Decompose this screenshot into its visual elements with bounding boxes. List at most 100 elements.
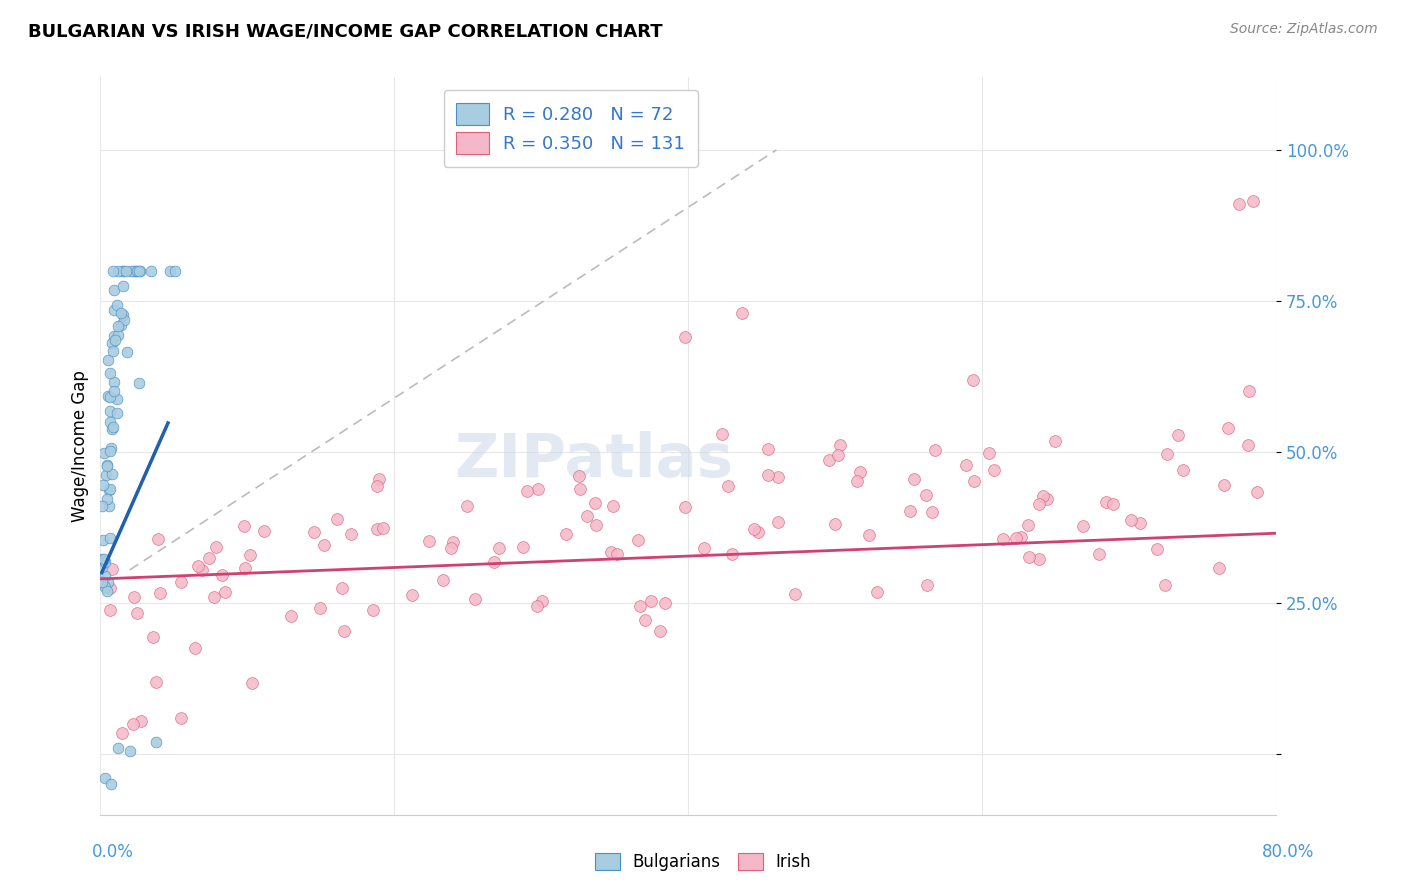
Point bbox=[101, 422, 124, 436]
Point bbox=[744, 523, 766, 537]
Point bbox=[817, 452, 839, 467]
Point bbox=[575, 508, 598, 523]
Point bbox=[955, 458, 977, 472]
Point bbox=[845, 474, 868, 488]
Point bbox=[828, 437, 851, 451]
Point bbox=[107, 319, 129, 334]
Point bbox=[554, 527, 576, 541]
Text: Source: ZipAtlas.com: Source: ZipAtlas.com bbox=[1230, 22, 1378, 37]
Point bbox=[145, 674, 167, 689]
Point bbox=[98, 416, 121, 430]
Point bbox=[527, 482, 550, 496]
Point bbox=[111, 726, 134, 740]
Point bbox=[94, 772, 117, 786]
Point bbox=[634, 613, 657, 627]
Point bbox=[122, 590, 145, 604]
Text: 0.0%: 0.0% bbox=[91, 843, 134, 861]
Point bbox=[240, 675, 263, 690]
Point bbox=[302, 525, 325, 540]
Point bbox=[720, 547, 742, 561]
Point bbox=[464, 591, 486, 606]
Point bbox=[1071, 519, 1094, 533]
Point bbox=[1129, 516, 1152, 530]
Point bbox=[361, 603, 384, 617]
Point bbox=[101, 343, 124, 358]
Point bbox=[654, 596, 676, 610]
Point bbox=[96, 491, 118, 506]
Point bbox=[747, 525, 769, 540]
Point bbox=[568, 482, 591, 496]
Point bbox=[101, 264, 124, 278]
Point bbox=[858, 528, 880, 542]
Point bbox=[125, 264, 148, 278]
Point bbox=[1216, 421, 1239, 435]
Point bbox=[103, 283, 125, 297]
Point bbox=[1101, 497, 1123, 511]
Point bbox=[121, 716, 143, 731]
Point bbox=[202, 590, 225, 604]
Point bbox=[456, 499, 478, 513]
Point bbox=[921, 505, 943, 519]
Point bbox=[640, 594, 662, 608]
Point bbox=[766, 469, 789, 483]
Point bbox=[100, 366, 122, 380]
Point bbox=[110, 306, 132, 320]
Point bbox=[233, 561, 256, 575]
Point bbox=[1212, 478, 1234, 492]
Point bbox=[766, 516, 789, 530]
Legend: Bulgarians, Irish: Bulgarians, Irish bbox=[586, 845, 820, 880]
Point bbox=[190, 563, 212, 577]
Point bbox=[100, 442, 122, 456]
Point bbox=[103, 329, 125, 343]
Point bbox=[1032, 489, 1054, 503]
Y-axis label: Wage/Income Gap: Wage/Income Gap bbox=[72, 370, 89, 522]
Point bbox=[983, 462, 1005, 476]
Point bbox=[1208, 561, 1230, 575]
Point bbox=[693, 541, 716, 556]
Point bbox=[91, 499, 114, 513]
Point bbox=[731, 306, 754, 320]
Point bbox=[233, 519, 256, 533]
Point bbox=[482, 555, 505, 569]
Point bbox=[98, 390, 121, 404]
Point bbox=[107, 741, 129, 756]
Point bbox=[122, 264, 145, 278]
Point bbox=[710, 427, 733, 442]
Point bbox=[211, 568, 233, 582]
Point bbox=[96, 459, 118, 474]
Point bbox=[97, 389, 120, 403]
Point bbox=[585, 518, 607, 533]
Point bbox=[110, 318, 132, 332]
Point bbox=[98, 602, 121, 616]
Point bbox=[599, 545, 621, 559]
Point bbox=[924, 443, 946, 458]
Point bbox=[115, 345, 138, 359]
Point bbox=[96, 458, 118, 472]
Point bbox=[979, 446, 1001, 460]
Point bbox=[531, 594, 554, 608]
Point bbox=[94, 555, 117, 569]
Point bbox=[107, 327, 129, 342]
Point bbox=[146, 533, 169, 547]
Point bbox=[1028, 552, 1050, 566]
Point bbox=[827, 448, 849, 462]
Point bbox=[368, 472, 391, 486]
Point bbox=[432, 573, 454, 587]
Point bbox=[756, 442, 779, 456]
Point bbox=[1018, 549, 1040, 564]
Point bbox=[94, 569, 117, 583]
Point bbox=[98, 482, 121, 496]
Point bbox=[98, 444, 121, 458]
Point bbox=[993, 533, 1015, 547]
Point bbox=[112, 264, 135, 278]
Point bbox=[145, 735, 167, 749]
Point bbox=[93, 552, 115, 566]
Point bbox=[98, 404, 121, 418]
Point bbox=[112, 278, 135, 293]
Point bbox=[103, 375, 125, 389]
Point bbox=[1171, 462, 1194, 476]
Point bbox=[308, 600, 330, 615]
Point bbox=[673, 500, 696, 514]
Point bbox=[118, 744, 141, 758]
Point bbox=[104, 333, 127, 347]
